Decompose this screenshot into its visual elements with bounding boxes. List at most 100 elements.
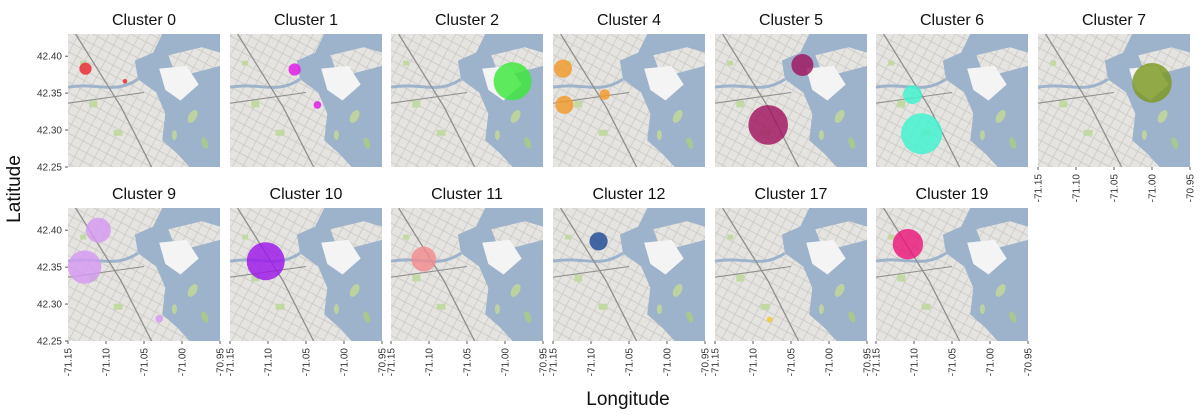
facet-panel: Cluster 4 [553, 12, 705, 167]
basemap [715, 34, 867, 167]
basemap [68, 34, 220, 167]
basemap [391, 34, 543, 167]
y-tick-label: 42.40 [37, 52, 62, 63]
x-axis-title: Longitude [586, 389, 669, 410]
x-tick-label: -70.95 [539, 348, 550, 377]
x-tick-label: -71.15 [64, 348, 75, 377]
basemap [553, 208, 705, 341]
basemap [553, 34, 705, 167]
x-tick-label: -70.95 [216, 348, 227, 377]
facet-title: Cluster 6 [920, 12, 984, 29]
x-tick-label: -71.10 [587, 348, 598, 377]
x-tick-label: -70.95 [1024, 348, 1035, 377]
x-tick-label: -71.00 [178, 348, 189, 377]
basemap [391, 208, 543, 341]
facet-panel: Cluster 1 [230, 12, 382, 167]
x-tick-label: -71.10 [910, 348, 921, 377]
facet-title: Cluster 17 [755, 186, 828, 203]
x-tick-label: -71.00 [825, 348, 836, 377]
facet-title: Cluster 11 [431, 186, 503, 203]
x-tick-label: -71.00 [663, 348, 674, 377]
y-tick-label: 42.35 [37, 89, 62, 100]
facet-title: Cluster 7 [1082, 12, 1146, 29]
cluster-bubble [288, 63, 301, 76]
facet-title: Cluster 19 [916, 186, 989, 203]
facet-title: Cluster 2 [435, 12, 499, 29]
x-tick-label: -71.10 [425, 348, 436, 377]
y-tick-label: 42.25 [37, 337, 62, 348]
x-tick-label: -71.00 [1148, 174, 1159, 203]
x-tick-label: -71.15 [711, 348, 722, 377]
basemap [715, 208, 867, 341]
x-tick-label: -71.10 [264, 348, 275, 377]
x-tick-label: -71.05 [1110, 174, 1121, 203]
cluster-bubble [791, 54, 814, 76]
facet-panel: Cluster 2 [391, 12, 543, 167]
cluster-bubble [599, 89, 610, 100]
x-tick-label: -70.95 [701, 348, 712, 377]
facet-panel: Cluster 6 [876, 12, 1028, 167]
x-tick-label: -71.00 [501, 348, 512, 377]
x-tick-label: -71.10 [749, 348, 760, 377]
x-tick-label: -71.15 [1034, 174, 1045, 203]
basemap [876, 34, 1028, 167]
facet-panel: Cluster 7 -71.15 -71.10 -71.05 -71.00 -70.95 [1034, 12, 1197, 202]
facet-panel: Cluster 10 -71.15 -71.10 -71.05 -71.00 -70.95 [226, 186, 389, 376]
cluster-bubble [903, 85, 922, 105]
cluster-bubble [1132, 63, 1172, 103]
cluster-bubble [901, 113, 943, 155]
cluster-bubble [313, 101, 322, 109]
y-tick-label: 42.35 [37, 263, 62, 274]
y-axis-title: Latitude [4, 155, 25, 223]
x-tick-label: -70.95 [1186, 174, 1197, 203]
cluster-bubble [411, 246, 437, 272]
basemap [1038, 34, 1190, 167]
y-tick-label: 42.30 [37, 126, 62, 137]
facet-panel: Cluster 12 -71.15 -71.10 -71.05 -71.00 -70.95 [549, 186, 712, 376]
cluster-bubble [766, 316, 773, 323]
x-tick-label: -71.05 [463, 348, 474, 377]
x-tick-label: -71.05 [948, 348, 959, 377]
x-tick-label: -70.95 [863, 348, 874, 377]
y-tick-label: 42.30 [37, 300, 62, 311]
y-tick-label: 42.40 [37, 226, 62, 237]
cluster-bubble [122, 79, 128, 84]
cluster-bubble [155, 315, 163, 323]
facet-panel: Cluster 11 -71.15 -71.10 -71.05 -71.00 -70.95 [387, 186, 550, 376]
facet-title: Cluster 10 [270, 186, 343, 203]
y-tick-label: 42.25 [37, 163, 62, 174]
x-tick-label: -71.00 [986, 348, 997, 377]
facet-panel: Cluster 17 -71.15 -71.10 -71.05 -71.00 -70.95 [711, 186, 874, 376]
x-tick-label: -71.05 [140, 348, 151, 377]
x-tick-label: -71.05 [302, 348, 313, 377]
cluster-bubble [748, 105, 788, 145]
facet-title: Cluster 0 [112, 12, 176, 29]
x-tick-label: -71.05 [625, 348, 636, 377]
x-tick-label: -71.10 [102, 348, 113, 377]
facet-title: Cluster 5 [759, 12, 823, 29]
facet-panel: Cluster 5 [715, 12, 867, 167]
cluster-bubble [589, 232, 608, 251]
facet-panel: Cluster 9 42.40 42.35 42.30 42.25-71.15 -71.1… [37, 186, 227, 376]
x-tick-label: -71.05 [787, 348, 798, 377]
cluster-bubble [68, 250, 102, 284]
cluster-bubble [246, 242, 285, 281]
x-tick-label: -71.15 [226, 348, 237, 377]
cluster-bubble [493, 62, 532, 101]
cluster-bubble [553, 59, 573, 78]
x-tick-label: -71.00 [340, 348, 351, 377]
x-tick-label: -71.15 [387, 348, 398, 377]
cluster-bubble [79, 62, 92, 75]
facet-panel: Cluster 0 42.40 42.35 42.30 42.25 [37, 12, 220, 174]
facet-panel: Cluster 19 -71.15 -71.10 -71.05 -71.00 -70.95 [872, 186, 1035, 376]
facet-title: Cluster 4 [597, 12, 661, 29]
facet-title: Cluster 12 [593, 186, 666, 203]
cluster-bubble [85, 217, 111, 243]
basemap [230, 34, 382, 167]
cluster-bubble [555, 95, 574, 114]
x-tick-label: -71.15 [872, 348, 883, 377]
facet-title: Cluster 9 [112, 186, 176, 203]
x-tick-label: -70.95 [378, 348, 389, 377]
x-tick-label: -71.15 [549, 348, 560, 377]
